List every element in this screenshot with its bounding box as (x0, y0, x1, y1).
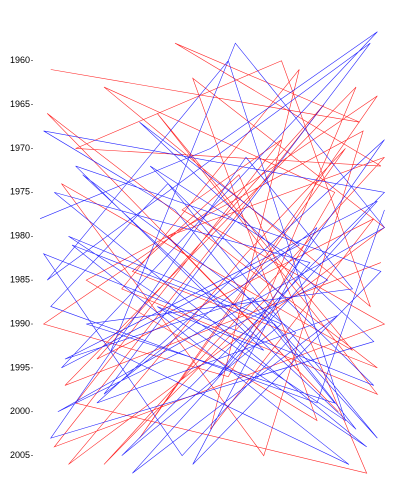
y-tick-label: 1960 (10, 55, 30, 65)
y-tick-label: 1965 (10, 99, 30, 109)
series-line (42, 42, 386, 474)
series-line (39, 31, 386, 474)
y-tick-label: 1990 (10, 318, 30, 328)
y-tick-label: 1980 (10, 231, 30, 241)
y-tick-label: 1995 (10, 362, 30, 372)
y-tick-label: 2000 (10, 406, 30, 416)
y-tick-label: 1985 (10, 275, 30, 285)
y-tick-label: 2005 (10, 450, 30, 460)
y-tick-label: 1970 (10, 143, 30, 153)
y-tick-label: 1975 (10, 187, 30, 197)
